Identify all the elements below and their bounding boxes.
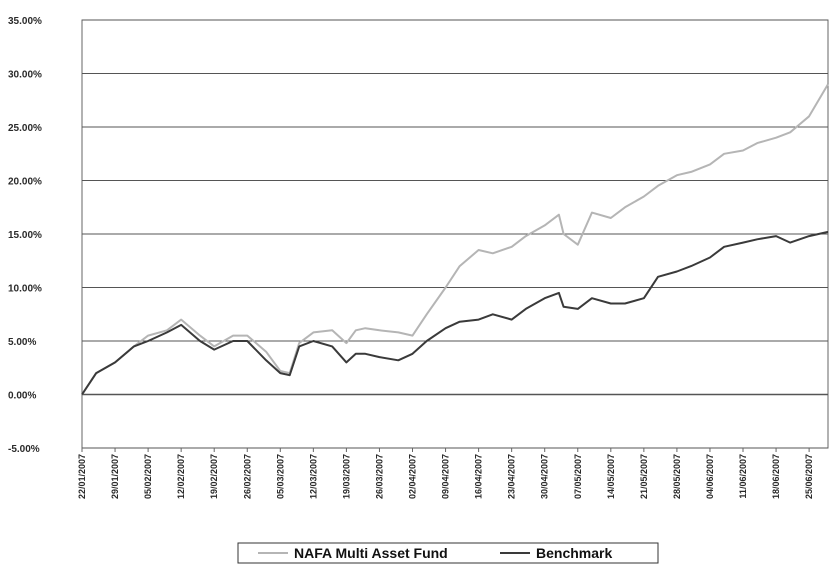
x-tick-label: 22/01/2007 [77, 454, 87, 499]
x-tick-label: 05/03/2007 [275, 454, 285, 499]
x-tick-label: 28/05/2007 [672, 454, 682, 499]
legend: NAFA Multi Asset Fund Benchmark [237, 542, 659, 564]
x-tick-label: 04/06/2007 [705, 454, 715, 499]
y-tick-label: 15.00% [8, 230, 42, 241]
x-tick-label: 05/02/2007 [143, 454, 153, 499]
x-tick-label: 30/04/2007 [540, 454, 550, 499]
x-tick-label: 19/03/2007 [341, 454, 351, 499]
y-tick-label: 30.00% [8, 70, 42, 81]
y-tick-label: 20.00% [8, 177, 42, 188]
y-tick-label: 25.00% [8, 123, 42, 134]
x-tick-label: 07/05/2007 [573, 454, 583, 499]
x-tick-label: 18/06/2007 [771, 454, 781, 499]
y-tick-label: 35.00% [8, 16, 42, 27]
y-axis-ticks: 35.00% 30.00% 25.00% 20.00% 15.00% 10.00% 5.00… [8, 16, 42, 455]
legend-label-fund: NAFA Multi Asset Fund [294, 545, 448, 561]
y-tick-label: 0.00% [8, 391, 36, 402]
x-tick-label: 11/06/2007 [738, 454, 748, 499]
x-tick-label: 16/04/2007 [474, 454, 484, 499]
x-axis-ticks: 22/01/2007 29/01/2007 05/02/2007 12/02/2007… [77, 448, 814, 499]
x-tick-label: 09/04/2007 [441, 454, 451, 499]
x-tick-label: 23/04/2007 [507, 454, 517, 499]
series-lines [81, 83, 829, 396]
x-tick-label: 14/05/2007 [606, 454, 616, 499]
x-tick-label: 26/03/2007 [374, 454, 384, 499]
y-tick-label: -5.00% [8, 444, 40, 455]
x-tick-label: 21/05/2007 [639, 454, 649, 499]
gridlines [81, 19, 829, 449]
x-tick-label: 19/02/2007 [209, 454, 219, 499]
legend-box [237, 542, 659, 564]
x-tick-label: 12/03/2007 [308, 454, 318, 499]
x-tick-label: 12/02/2007 [176, 454, 186, 499]
series-line-fund [81, 83, 829, 396]
x-tick-label: 29/01/2007 [110, 454, 120, 499]
legend-label-benchmark: Benchmark [536, 545, 612, 561]
y-tick-label: 5.00% [8, 337, 36, 348]
x-tick-label: 26/02/2007 [242, 454, 252, 499]
x-tick-label: 02/04/2007 [408, 454, 418, 499]
x-tick-label: 25/06/2007 [804, 454, 814, 499]
series-line-benchmark [81, 230, 829, 396]
y-tick-label: 10.00% [8, 284, 42, 295]
